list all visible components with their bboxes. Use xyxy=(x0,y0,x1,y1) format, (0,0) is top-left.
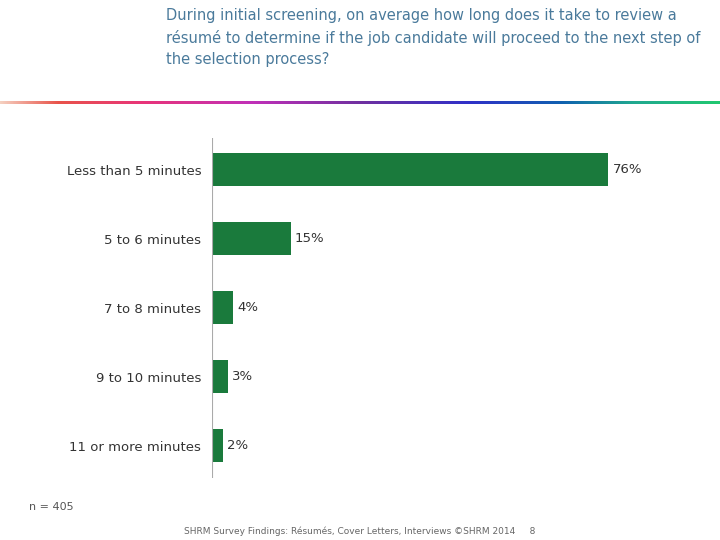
Bar xyxy=(212,153,608,186)
Bar xyxy=(212,222,291,255)
Text: 2%: 2% xyxy=(227,440,248,453)
Bar xyxy=(212,360,228,394)
Text: 4%: 4% xyxy=(238,301,258,314)
Text: During initial screening, on average how long does it take to review a
résumé to: During initial screening, on average how… xyxy=(166,9,701,67)
Bar xyxy=(212,291,233,325)
Text: SOCIETY FOR HUMAN
RESOURCE MANAGEMENT: SOCIETY FOR HUMAN RESOURCE MANAGEMENT xyxy=(37,56,114,68)
Text: n = 405: n = 405 xyxy=(29,502,73,512)
Text: 15%: 15% xyxy=(294,232,324,245)
Text: 76%: 76% xyxy=(613,163,642,176)
Bar xyxy=(212,429,222,462)
Text: ®: ® xyxy=(120,16,127,22)
Text: 3%: 3% xyxy=(232,370,253,383)
Text: SHRM Survey Findings: Résumés, Cover Letters, Interviews ©SHRM 2014     8: SHRM Survey Findings: Résumés, Cover Let… xyxy=(184,526,536,536)
Text: SHRM: SHRM xyxy=(35,19,113,43)
